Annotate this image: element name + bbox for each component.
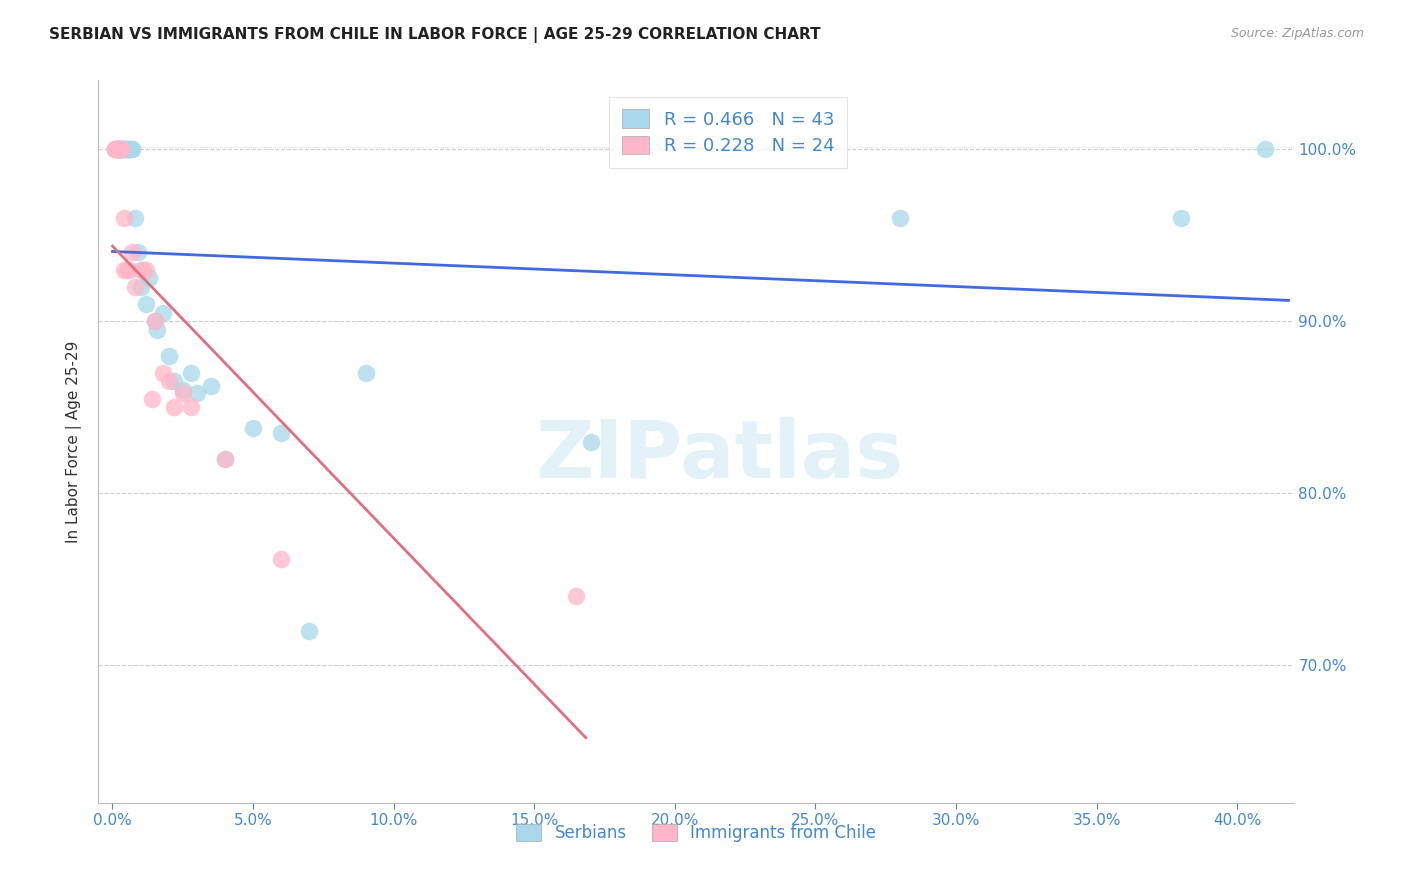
- Point: [121, 245, 143, 260]
- Point: [163, 400, 186, 414]
- Point: [110, 142, 132, 156]
- Point: [124, 211, 146, 225]
- Point: [180, 366, 202, 380]
- Point: [110, 142, 132, 156]
- Point: [107, 142, 129, 156]
- Point: [104, 142, 127, 156]
- Point: [135, 262, 157, 277]
- Point: [200, 379, 222, 393]
- Point: [163, 375, 186, 389]
- Point: [132, 262, 155, 277]
- Point: [186, 386, 208, 401]
- Point: [157, 349, 180, 363]
- Point: [129, 279, 152, 293]
- Point: [127, 245, 149, 260]
- Point: [112, 211, 135, 225]
- Y-axis label: In Labor Force | Age 25-29: In Labor Force | Age 25-29: [66, 341, 83, 542]
- Point: [104, 142, 127, 156]
- Point: [141, 392, 163, 406]
- Point: [143, 314, 166, 328]
- Point: [107, 142, 129, 156]
- Point: [143, 314, 166, 328]
- Point: [889, 211, 911, 225]
- Point: [152, 366, 174, 380]
- Point: [107, 142, 129, 156]
- Point: [110, 142, 132, 156]
- Point: [1254, 142, 1277, 156]
- Point: [180, 400, 202, 414]
- Point: [112, 142, 135, 156]
- Point: [118, 142, 141, 156]
- Point: [115, 142, 138, 156]
- Point: [172, 386, 194, 401]
- Point: [104, 142, 127, 156]
- Point: [115, 262, 138, 277]
- Point: [129, 262, 152, 277]
- Point: [270, 551, 292, 566]
- Point: [298, 624, 321, 638]
- Point: [124, 279, 146, 293]
- Point: [1170, 211, 1192, 225]
- Point: [157, 375, 180, 389]
- Point: [214, 451, 236, 466]
- Point: [107, 142, 129, 156]
- Point: [146, 323, 169, 337]
- Text: ZIPatlas: ZIPatlas: [536, 417, 904, 495]
- Point: [214, 451, 236, 466]
- Point: [270, 425, 292, 440]
- Point: [152, 305, 174, 319]
- Text: Source: ZipAtlas.com: Source: ZipAtlas.com: [1230, 27, 1364, 40]
- Point: [112, 262, 135, 277]
- Point: [107, 142, 129, 156]
- Point: [110, 142, 132, 156]
- Point: [110, 142, 132, 156]
- Point: [110, 142, 132, 156]
- Point: [138, 271, 160, 285]
- Point: [118, 142, 141, 156]
- Point: [135, 297, 157, 311]
- Point: [172, 383, 194, 397]
- Text: SERBIAN VS IMMIGRANTS FROM CHILE IN LABOR FORCE | AGE 25-29 CORRELATION CHART: SERBIAN VS IMMIGRANTS FROM CHILE IN LABO…: [49, 27, 821, 43]
- Point: [242, 421, 264, 435]
- Point: [104, 142, 127, 156]
- Point: [354, 366, 377, 380]
- Point: [121, 142, 143, 156]
- Point: [115, 142, 138, 156]
- Point: [579, 434, 602, 449]
- Point: [112, 142, 135, 156]
- Point: [107, 142, 129, 156]
- Point: [565, 590, 588, 604]
- Legend: Serbians, Immigrants from Chile: Serbians, Immigrants from Chile: [509, 817, 883, 848]
- Point: [121, 142, 143, 156]
- Point: [118, 262, 141, 277]
- Point: [104, 142, 127, 156]
